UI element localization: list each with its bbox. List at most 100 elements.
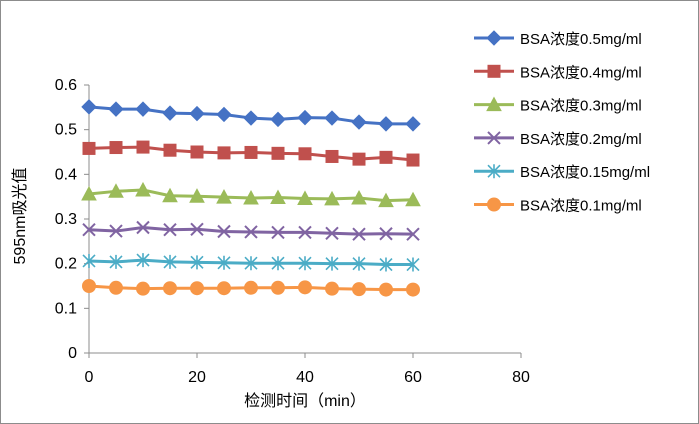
legend-entry: BSA浓度0.15mg/ml	[474, 164, 650, 181]
data-point	[190, 281, 204, 296]
data-point	[379, 227, 393, 241]
star-marker	[109, 254, 123, 269]
data-point	[109, 280, 123, 295]
data-point	[487, 164, 501, 179]
data-point	[109, 141, 123, 155]
square-marker	[298, 147, 312, 161]
circle-marker	[163, 281, 177, 296]
data-point	[163, 254, 177, 269]
data-point	[271, 146, 285, 160]
triangle-marker	[189, 188, 205, 203]
data-point	[298, 256, 312, 271]
legend-entry: BSA浓度0.2mg/ml	[474, 131, 642, 148]
data-point	[325, 226, 339, 241]
triangle-marker	[378, 192, 394, 208]
data-point	[352, 282, 366, 297]
data-point	[163, 223, 177, 237]
x-marker	[163, 223, 177, 237]
circle-marker	[190, 281, 204, 296]
data-point	[297, 109, 313, 126]
square-marker	[325, 149, 339, 163]
data-point	[244, 280, 258, 295]
star-marker	[82, 253, 96, 268]
x-marker	[325, 226, 339, 241]
circle-marker	[244, 280, 258, 295]
data-point	[163, 143, 177, 157]
x-tick-label: 80	[512, 369, 530, 386]
square-marker	[163, 143, 177, 157]
legend-label: BSA浓度0.4mg/ml	[520, 64, 642, 81]
data-point	[162, 105, 178, 121]
data-point	[136, 253, 150, 268]
data-point	[379, 257, 393, 272]
diamond-marker	[216, 106, 232, 123]
legend-label: BSA浓度0.3mg/ml	[520, 98, 642, 115]
triangle-marker	[108, 183, 124, 198]
data-point	[325, 281, 339, 296]
series-6	[82, 279, 420, 297]
data-point	[135, 101, 151, 117]
data-point	[108, 183, 124, 198]
diamond-marker	[378, 116, 394, 132]
data-point	[298, 280, 312, 295]
data-point	[109, 254, 123, 269]
star-marker	[217, 255, 231, 270]
data-point	[108, 101, 124, 117]
x-marker	[136, 220, 150, 235]
x-tick-label: 20	[188, 369, 206, 386]
diamond-marker	[351, 114, 367, 130]
circle-marker	[352, 282, 366, 297]
data-point	[216, 106, 232, 123]
square-marker	[271, 146, 285, 160]
legend: BSA浓度0.5mg/ml BSA浓度0.4mg/ml BSA浓度0.3mg/ml B…	[474, 30, 650, 215]
data-point	[351, 189, 367, 205]
triangle-marker	[81, 185, 97, 201]
data-point	[189, 188, 205, 203]
circle-marker	[298, 280, 312, 295]
circle-marker	[82, 279, 96, 293]
square-marker	[379, 150, 393, 164]
data-point	[352, 152, 366, 166]
data-point	[217, 146, 231, 160]
triangle-marker	[135, 181, 151, 197]
legend-label: BSA浓度0.1mg/ml	[520, 198, 642, 215]
x-marker	[406, 227, 420, 241]
diamond-marker	[297, 109, 313, 126]
data-point	[270, 189, 286, 205]
square-marker	[217, 146, 231, 160]
data-point	[486, 30, 502, 46]
data-point	[216, 189, 232, 204]
data-point	[379, 282, 393, 297]
data-point	[136, 220, 150, 235]
data-point	[378, 116, 394, 132]
square-marker	[136, 140, 150, 154]
y-axis-title: 595nm吸光值	[11, 168, 29, 265]
x-marker	[109, 224, 123, 238]
data-point	[298, 147, 312, 161]
circle-marker	[271, 280, 285, 295]
data-point	[325, 149, 339, 163]
data-point	[190, 222, 204, 236]
data-point	[82, 223, 96, 237]
triangle-marker	[405, 191, 421, 207]
data-point	[351, 114, 367, 130]
data-point	[405, 191, 421, 207]
axes: 0 0.1 0.2 0.3 0.4 0.5 0.6 0 20 40 60 80	[55, 77, 530, 386]
data-point	[135, 181, 151, 197]
y-tick-label: 0.4	[55, 166, 77, 183]
x-axis-title: 检测时间（min）	[244, 392, 366, 410]
star-marker	[271, 256, 285, 271]
data-point	[405, 116, 421, 132]
data-point	[298, 225, 312, 240]
data-point	[190, 255, 204, 270]
data-point	[189, 105, 205, 122]
y-tick-label: 0	[68, 345, 77, 362]
data-point	[352, 227, 366, 241]
data-point	[379, 150, 393, 164]
diamond-marker	[189, 105, 205, 122]
star-marker	[487, 164, 501, 179]
data-point	[271, 280, 285, 295]
circle-marker	[325, 281, 339, 296]
circle-marker	[217, 281, 231, 296]
